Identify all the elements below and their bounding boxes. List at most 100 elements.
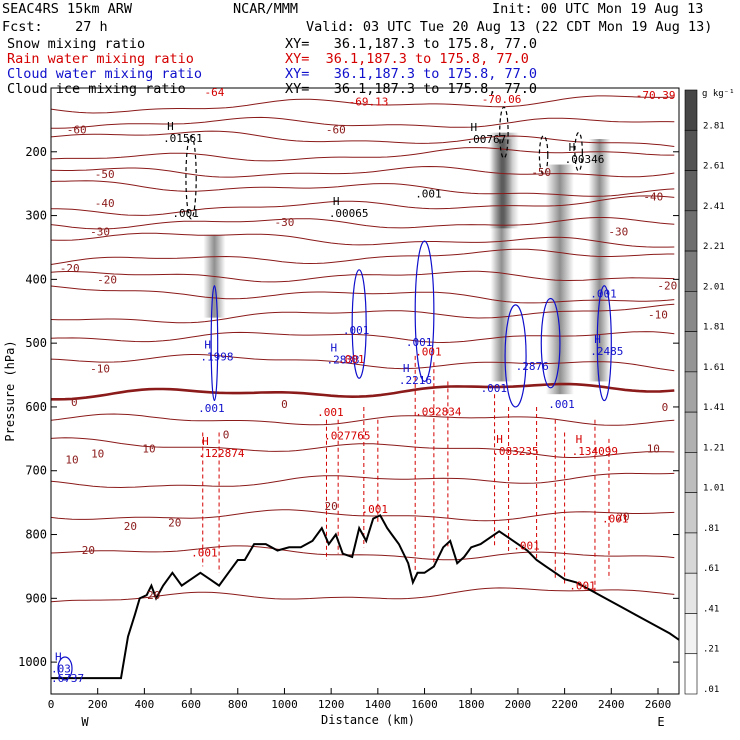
colorbar-label: .01: [703, 685, 719, 695]
cloud-contour: [538, 135, 549, 175]
cloud-contour: [210, 285, 219, 402]
field-xy-rain: XY= 36.1,187.3 to 175.8, 77.0: [285, 51, 529, 67]
top-value-label: -70.06: [482, 93, 522, 106]
temperature-label: 0: [71, 396, 78, 409]
field-name-cloud-ice: Cloud ice mixing ratio: [7, 81, 186, 97]
model-name: SEAC4RS 15km ARW: [2, 1, 133, 17]
temperature-label: -10: [90, 363, 110, 376]
x-tick-label: 200: [88, 698, 108, 711]
maximum-value-label: .122874: [198, 447, 245, 460]
cloud-contour: [185, 135, 197, 220]
colorbar-swatch: [684, 170, 698, 212]
field-name-cloud-water: Cloud water mixing ratio: [7, 66, 203, 82]
x-tick-label: 2600: [645, 698, 672, 711]
isotherm: [51, 472, 675, 489]
y-tick-label: 400: [25, 272, 47, 286]
isotherm: [51, 270, 675, 283]
isotherm: [51, 180, 675, 197]
y-tick-label: 300: [25, 209, 47, 223]
temperature-label: -20: [60, 262, 80, 275]
top-value-label: -69.13: [349, 95, 389, 108]
temperature-label: -40: [643, 190, 663, 203]
temperature-label: 0: [223, 428, 230, 441]
maximum-value-label: .001: [362, 503, 389, 516]
temperature-label: 20: [124, 520, 137, 533]
maximum-marker: H: [333, 195, 340, 208]
isotherm: [51, 354, 675, 372]
x-tick-label: 2200: [551, 698, 578, 711]
temperature-label: -30: [90, 226, 110, 239]
x-tick-label: 2400: [598, 698, 625, 711]
temperature-label: 0: [281, 398, 288, 411]
maximum-value-label: .092834: [415, 405, 462, 418]
colorbar-label: 1.81: [703, 323, 725, 333]
cloud-contour: [414, 240, 435, 383]
rain-water-contours: [202, 355, 610, 592]
colorbar-swatch: [684, 411, 698, 453]
maximum-marker: H: [55, 650, 62, 663]
temperature-label: 10: [65, 453, 78, 466]
colorbar-swatch: [684, 572, 698, 614]
plot-frame: [50, 87, 680, 695]
maximum-value-label: .027765: [324, 430, 370, 443]
maximum-value-label: .134099: [572, 445, 618, 458]
colorbar-swatch: [684, 331, 698, 373]
maximum-marker: H: [403, 362, 410, 375]
colorbar-label: .21: [703, 645, 719, 655]
field-xy-snow: XY= 36.1,187.3 to 175.8, 77.0: [285, 36, 537, 52]
colorbar-swatch: [684, 129, 698, 171]
field-xy-cloud-water: XY= 36.1,187.3 to 175.8, 77.0: [285, 66, 537, 82]
colorbar-label: 1.21: [703, 443, 725, 453]
maximum-value-label: .03: [51, 662, 71, 675]
maximum-marker: H: [576, 433, 583, 446]
colorbar-swatch: [684, 250, 698, 292]
isotherm: [51, 285, 675, 304]
maximum-value-label: .001: [406, 336, 433, 349]
maximum-value-label: .001: [481, 382, 508, 395]
colorbar-swatch: [684, 452, 698, 493]
temperature-label: 0: [662, 401, 669, 414]
maximum-value-label: .001: [338, 353, 365, 366]
isotherm: [51, 217, 675, 230]
maximum-marker: H: [471, 121, 478, 134]
temperature-label: 20: [82, 544, 95, 557]
isotherm: [51, 116, 675, 129]
y-tick-label: 1000: [18, 655, 47, 669]
snow-shaft-band: [488, 132, 519, 229]
maximum-value-label: .001: [548, 398, 575, 411]
maximum-value-label: .2833: [326, 354, 359, 367]
temperature-label: -60: [326, 123, 346, 136]
isotherm: [51, 165, 675, 178]
colorbar-swatch: [684, 653, 698, 695]
y-tick-label: 500: [25, 336, 47, 350]
forecast-hour: Fcst: 27 h: [2, 19, 108, 35]
colorbar-unit: g kg⁻¹: [702, 89, 735, 99]
organization: NCAR/MMM: [233, 1, 299, 17]
maximum-marker: H: [204, 339, 211, 352]
cloud-contour: [351, 269, 367, 379]
x-tick-label: 600: [181, 698, 201, 711]
temperature-label: 10: [91, 448, 104, 461]
isotherm: [51, 147, 675, 162]
temperature-label: 20: [616, 511, 629, 524]
maximum-value-label: .001: [191, 546, 218, 559]
temperature-label: -50: [95, 168, 115, 181]
isotherm: [51, 248, 675, 265]
x-tick-label: 1400: [365, 698, 392, 711]
colorbar-label: 2.01: [703, 282, 725, 292]
field-name-snow: Snow mixing ratio: [7, 36, 146, 52]
temperature-contours: [51, 95, 675, 603]
isotherm: [51, 130, 675, 147]
maximum-value-label: .00346: [565, 153, 605, 166]
maximum-value-label: .00065: [329, 207, 369, 220]
y-tick-label: 700: [25, 464, 47, 478]
temperature-label: 10: [647, 442, 660, 455]
top-value-label: -70.39: [636, 89, 676, 102]
maximum-value-label: .001: [415, 187, 442, 200]
colorbar-label: 1.61: [703, 363, 725, 373]
isotherm: [51, 331, 675, 344]
temperature-label: -30: [608, 226, 628, 239]
maximum-marker: H: [496, 433, 503, 446]
x-tick-label: 0: [48, 698, 55, 711]
